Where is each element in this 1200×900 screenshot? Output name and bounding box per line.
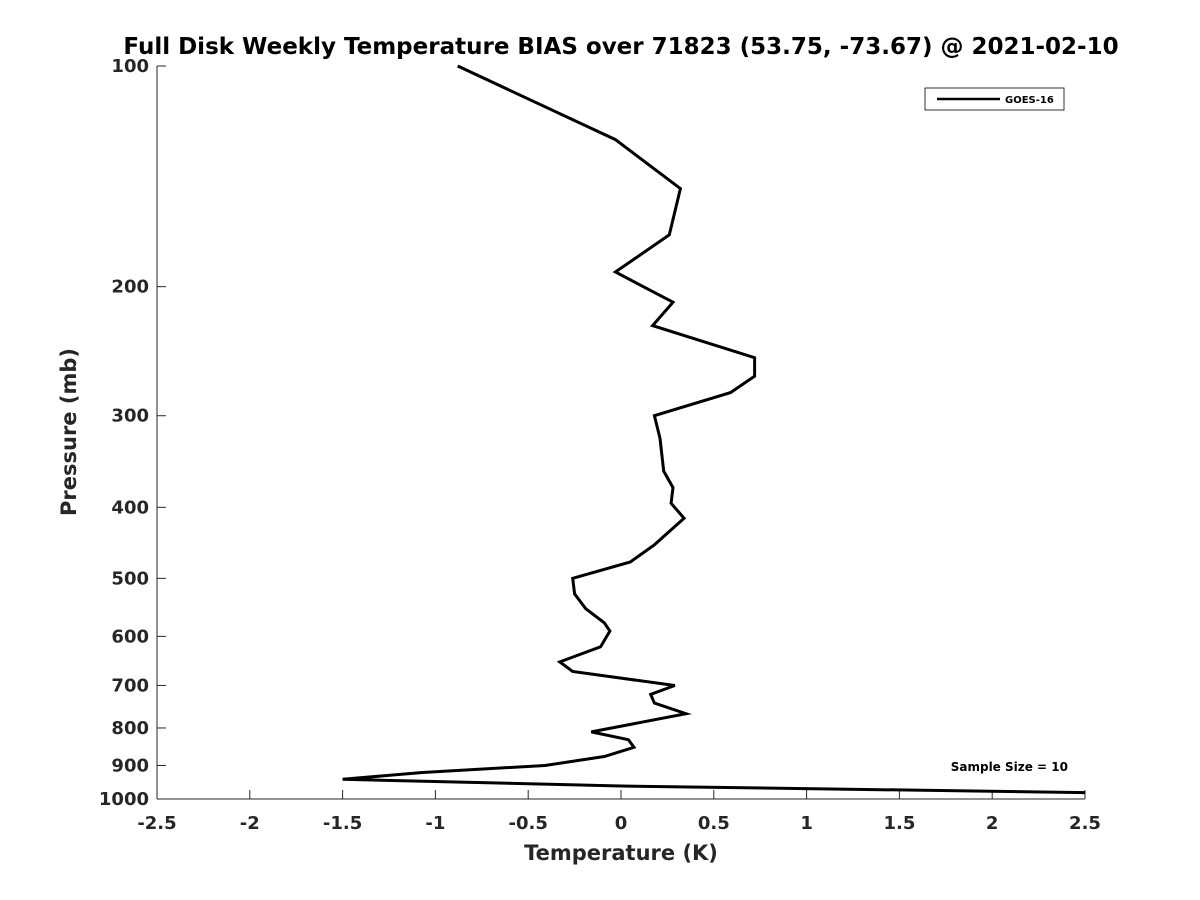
- x-tick-label: -1.5: [323, 813, 362, 834]
- legend: GOES-16: [924, 87, 1065, 111]
- x-tick-label: 2.5: [1069, 813, 1101, 834]
- y-tick-label: 800: [111, 718, 149, 739]
- x-tick-label: 2: [986, 813, 999, 834]
- x-axis-ticks: -2.5 -2 -1.5 -1 -0.5 0 0.5 1 1.5 2 2.5: [137, 790, 1101, 834]
- x-tick-label: -2.5: [137, 813, 176, 834]
- series-line-goes-16: [342, 64, 1086, 795]
- x-tick-label: -2: [240, 813, 260, 834]
- y-tick-label: 300: [111, 406, 149, 427]
- y-axis-ticks: 100 200 300 400 500 600 700 800 900 1000: [99, 56, 166, 810]
- y-tick-label: 400: [111, 497, 149, 518]
- y-axis-label: Pressure (mb): [57, 348, 81, 516]
- x-tick-label: 0.5: [698, 813, 730, 834]
- y-tick-label: 500: [111, 568, 149, 589]
- sample-size-annotation: Sample Size = 10: [951, 760, 1068, 774]
- x-tick-label: 1: [800, 813, 813, 834]
- y-tick-label: 1000: [99, 789, 149, 810]
- legend-entry-label: GOES-16: [1005, 95, 1054, 106]
- y-tick-label: 700: [111, 675, 149, 696]
- plot-area: -2.5 -2 -1.5 -1 -0.5 0 0.5 1 1.5 2 2.5 100 200 300 40…: [99, 56, 1101, 834]
- series-layer: [342, 64, 1086, 795]
- y-tick-label: 200: [111, 277, 149, 298]
- y-tick-label: 100: [111, 56, 149, 77]
- y-tick-label: 600: [111, 626, 149, 647]
- x-tick-label: 1.5: [883, 813, 915, 834]
- y-tick-label: 900: [111, 755, 149, 776]
- x-tick-label: -1: [425, 813, 445, 834]
- x-tick-label: 0: [615, 813, 628, 834]
- x-tick-label: -0.5: [509, 813, 548, 834]
- x-axis-label: Temperature (K): [524, 841, 718, 865]
- chart-title: Full Disk Weekly Temperature BIAS over 7…: [123, 34, 1118, 60]
